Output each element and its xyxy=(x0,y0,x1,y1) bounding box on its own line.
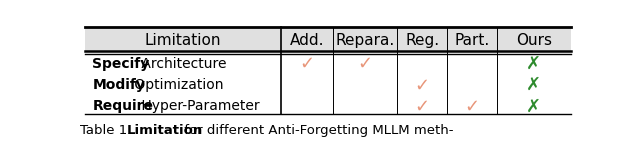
Text: Hyper-Parameter: Hyper-Parameter xyxy=(137,99,259,113)
FancyBboxPatch shape xyxy=(85,27,571,51)
Text: Modify: Modify xyxy=(92,78,145,92)
Text: Table 1.: Table 1. xyxy=(81,124,140,137)
Text: Reg.: Reg. xyxy=(405,33,439,48)
Text: Require: Require xyxy=(92,99,154,113)
Text: ✓: ✓ xyxy=(300,55,314,73)
Text: ✗: ✗ xyxy=(526,76,541,94)
Text: ✓: ✓ xyxy=(415,97,430,115)
Text: ✓: ✓ xyxy=(358,55,372,73)
Text: ✗: ✗ xyxy=(526,55,541,73)
Text: ✗: ✗ xyxy=(526,97,541,115)
Text: Optimization: Optimization xyxy=(131,78,224,92)
Text: ✓: ✓ xyxy=(464,97,479,115)
Text: Limitation: Limitation xyxy=(145,33,221,48)
Text: Repara.: Repara. xyxy=(335,33,395,48)
Text: Limitation: Limitation xyxy=(127,124,203,137)
Text: for different Anti-Forgetting MLLM meth-: for different Anti-Forgetting MLLM meth- xyxy=(180,124,454,137)
Text: Ours: Ours xyxy=(516,33,552,48)
Text: Architecture: Architecture xyxy=(137,57,227,71)
Text: Specify: Specify xyxy=(92,57,150,71)
Text: ✓: ✓ xyxy=(415,76,430,94)
Text: Part.: Part. xyxy=(454,33,490,48)
Text: Add.: Add. xyxy=(290,33,324,48)
